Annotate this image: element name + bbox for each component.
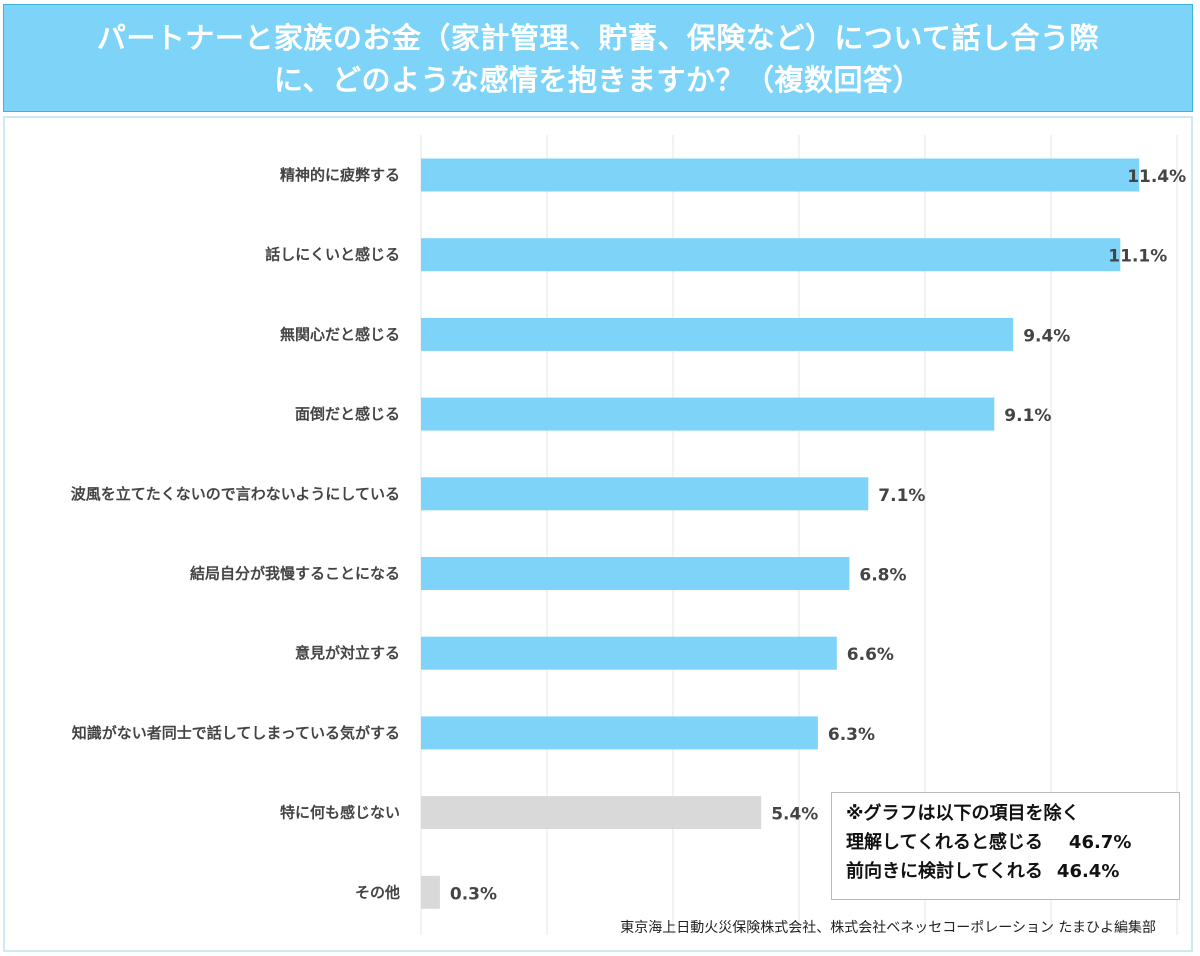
value-label: 11.4% bbox=[1127, 167, 1186, 187]
bar bbox=[421, 158, 1140, 192]
bar bbox=[421, 875, 440, 909]
value-label: 6.3% bbox=[828, 725, 875, 745]
bar bbox=[421, 477, 869, 511]
note-item-value: 46.4% bbox=[1056, 861, 1120, 882]
category-label: 結局自分が我慢することになる bbox=[190, 565, 400, 583]
category-label: 知識がない者同士で話してしまっている気がする bbox=[72, 724, 400, 742]
note-item-label: 前向きに検討してくれる bbox=[846, 861, 1043, 882]
bar bbox=[421, 557, 850, 590]
note-item: 理解してくれると感じる 46.7% bbox=[846, 828, 1179, 857]
value-label: 0.3% bbox=[450, 884, 497, 904]
exclusion-note: ※グラフは以下の項目を除く 理解してくれると感じる 46.7% 前向きに検討してく… bbox=[831, 792, 1180, 900]
note-heading: ※グラフは以下の項目を除く bbox=[846, 803, 1080, 824]
value-label: 9.4% bbox=[1023, 326, 1070, 346]
value-label: 11.1% bbox=[1108, 247, 1167, 267]
value-label: 6.6% bbox=[847, 645, 894, 665]
bar bbox=[421, 238, 1121, 272]
category-label: 特に何も感じない bbox=[280, 804, 400, 822]
value-label: 7.1% bbox=[878, 486, 925, 506]
value-label: 9.1% bbox=[1004, 406, 1051, 426]
category-label: 面倒だと感じる bbox=[295, 405, 400, 423]
note-item-label: 理解してくれると感じる bbox=[846, 832, 1043, 853]
value-label: 5.4% bbox=[771, 805, 818, 825]
chart-title: パートナーと家族のお金（家計管理、貯蓄、保険など）について話し合う際 に、どのよ… bbox=[3, 4, 1193, 112]
title-line-1: パートナーと家族のお金（家計管理、貯蓄、保険など）について話し合う際 bbox=[96, 21, 1100, 55]
category-label: その他 bbox=[355, 883, 400, 901]
category-label: 精神的に疲弊する bbox=[280, 166, 400, 184]
source-credit: 東京海上日動火災保険株式会社、株式会社ベネッセコーポレーション たまひよ編集部 bbox=[620, 920, 1156, 936]
bar bbox=[421, 716, 818, 750]
bar bbox=[421, 796, 762, 830]
note-item-value: 46.7% bbox=[1068, 832, 1132, 853]
category-label: 意見が対立する bbox=[295, 644, 400, 662]
value-label: 6.8% bbox=[859, 566, 906, 586]
bar bbox=[421, 397, 995, 431]
title-line-2: に、どのような感情を抱きますか？（複数回答） bbox=[273, 63, 923, 97]
category-label: 無関心だと感じる bbox=[280, 325, 400, 343]
category-label: 話しにくいと感じる bbox=[265, 246, 400, 264]
category-label: 波風を立てたくないので言わないようにしている bbox=[71, 485, 400, 503]
note-item: 前向きに検討してくれる 46.4% bbox=[846, 857, 1179, 886]
bar bbox=[421, 636, 837, 670]
bar bbox=[421, 317, 1014, 351]
chart-frame bbox=[3, 116, 1193, 952]
